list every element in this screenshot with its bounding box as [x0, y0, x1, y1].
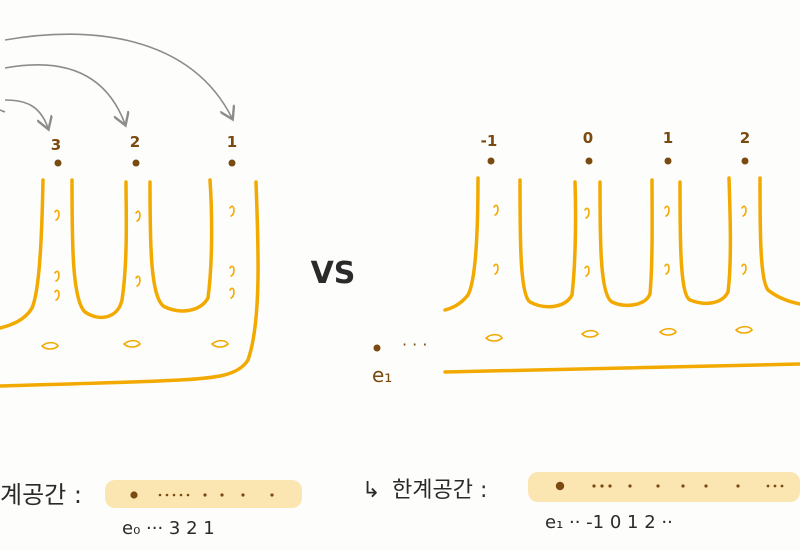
left-point-2 [132, 159, 140, 167]
right-point-2 [741, 157, 749, 165]
shift-arrow-to-2 [4, 64, 125, 124]
right-point-label-1: 1 [663, 129, 673, 147]
left-diagram: 3 2 1 [0, 33, 260, 388]
left-loop-mark [229, 265, 235, 277]
right-left-flank [443, 176, 480, 312]
right-tube-3 [678, 176, 733, 306]
left-point-label-3: 3 [51, 136, 61, 154]
shift-arrow-stub [0, 109, 6, 113]
shift-arrow-to-1 [4, 33, 232, 118]
left-loop-mark [229, 205, 235, 217]
highlight-band [528, 472, 800, 502]
highlight-band [105, 480, 302, 508]
right-axis-labels: e₁ ·· -1 0 1 2 ·· [545, 512, 673, 533]
versus-label: VS [311, 256, 356, 291]
right-point-label-0: 0 [583, 129, 593, 147]
bottom-right-axis: ↳ 한계공간 : e₁ ·· -1 0 1 2 ·· [362, 472, 800, 533]
right-baseline [443, 362, 800, 374]
bottom-right-caption: 한계공간 : [392, 478, 487, 503]
left-loop-mark [135, 275, 141, 287]
bottom-right-arrow: ↳ [362, 478, 380, 503]
bottom-left-caption: 계공간 : [0, 481, 82, 509]
right-point-neg1 [487, 157, 495, 165]
right-cuff-mark [581, 329, 599, 338]
left-outer-boundary [0, 180, 260, 388]
left-point-label-1: 1 [227, 133, 237, 151]
left-tube-1 [70, 178, 129, 320]
right-cuff-mark [485, 333, 503, 342]
right-loop-mark [741, 205, 747, 217]
right-loop-mark [584, 265, 590, 277]
right-tube-2 [598, 178, 654, 308]
right-cuff-mark [659, 327, 677, 336]
right-ellipsis: · · · [402, 335, 427, 354]
right-tube-1 [518, 178, 578, 309]
right-diagram: -1 0 1 2 [372, 129, 800, 387]
right-point-1 [664, 157, 672, 165]
right-point-0 [585, 157, 593, 165]
right-point-label-neg1: -1 [481, 132, 498, 150]
left-point-3 [54, 159, 62, 167]
right-basepoint [373, 344, 381, 352]
left-axis-dots [130, 491, 274, 499]
left-loop-mark [54, 209, 60, 221]
left-tube-2 [148, 178, 214, 313]
left-loop-mark [54, 270, 60, 282]
left-cuff-mark [41, 341, 59, 350]
right-point-label-2: 2 [740, 129, 750, 147]
left-cuff-mark [211, 339, 229, 348]
right-loop-mark [584, 207, 590, 219]
shift-arrow-to-3 [4, 99, 48, 128]
left-cuff-mark [123, 339, 141, 348]
right-right-flank [758, 176, 800, 306]
bottom-left-axis: 계공간 : e₀ ··· 3 2 1 [0, 480, 302, 539]
left-loop-mark [135, 210, 141, 222]
right-loop-mark [664, 263, 670, 275]
right-axis-dots [555, 481, 784, 491]
left-point-1 [228, 159, 236, 167]
left-axis-labels: e₀ ··· 3 2 1 [122, 518, 215, 539]
left-loop-mark [54, 289, 60, 301]
right-loop-mark [741, 263, 747, 275]
right-basepoint-label: e₁ [372, 363, 392, 387]
right-cuff-mark [735, 325, 753, 334]
left-surface-outline [0, 178, 45, 330]
right-loop-mark [493, 263, 499, 275]
left-loop-mark [229, 287, 235, 299]
right-loop-mark [493, 204, 499, 216]
right-loop-mark [664, 205, 670, 217]
left-point-label-2: 2 [130, 133, 140, 151]
